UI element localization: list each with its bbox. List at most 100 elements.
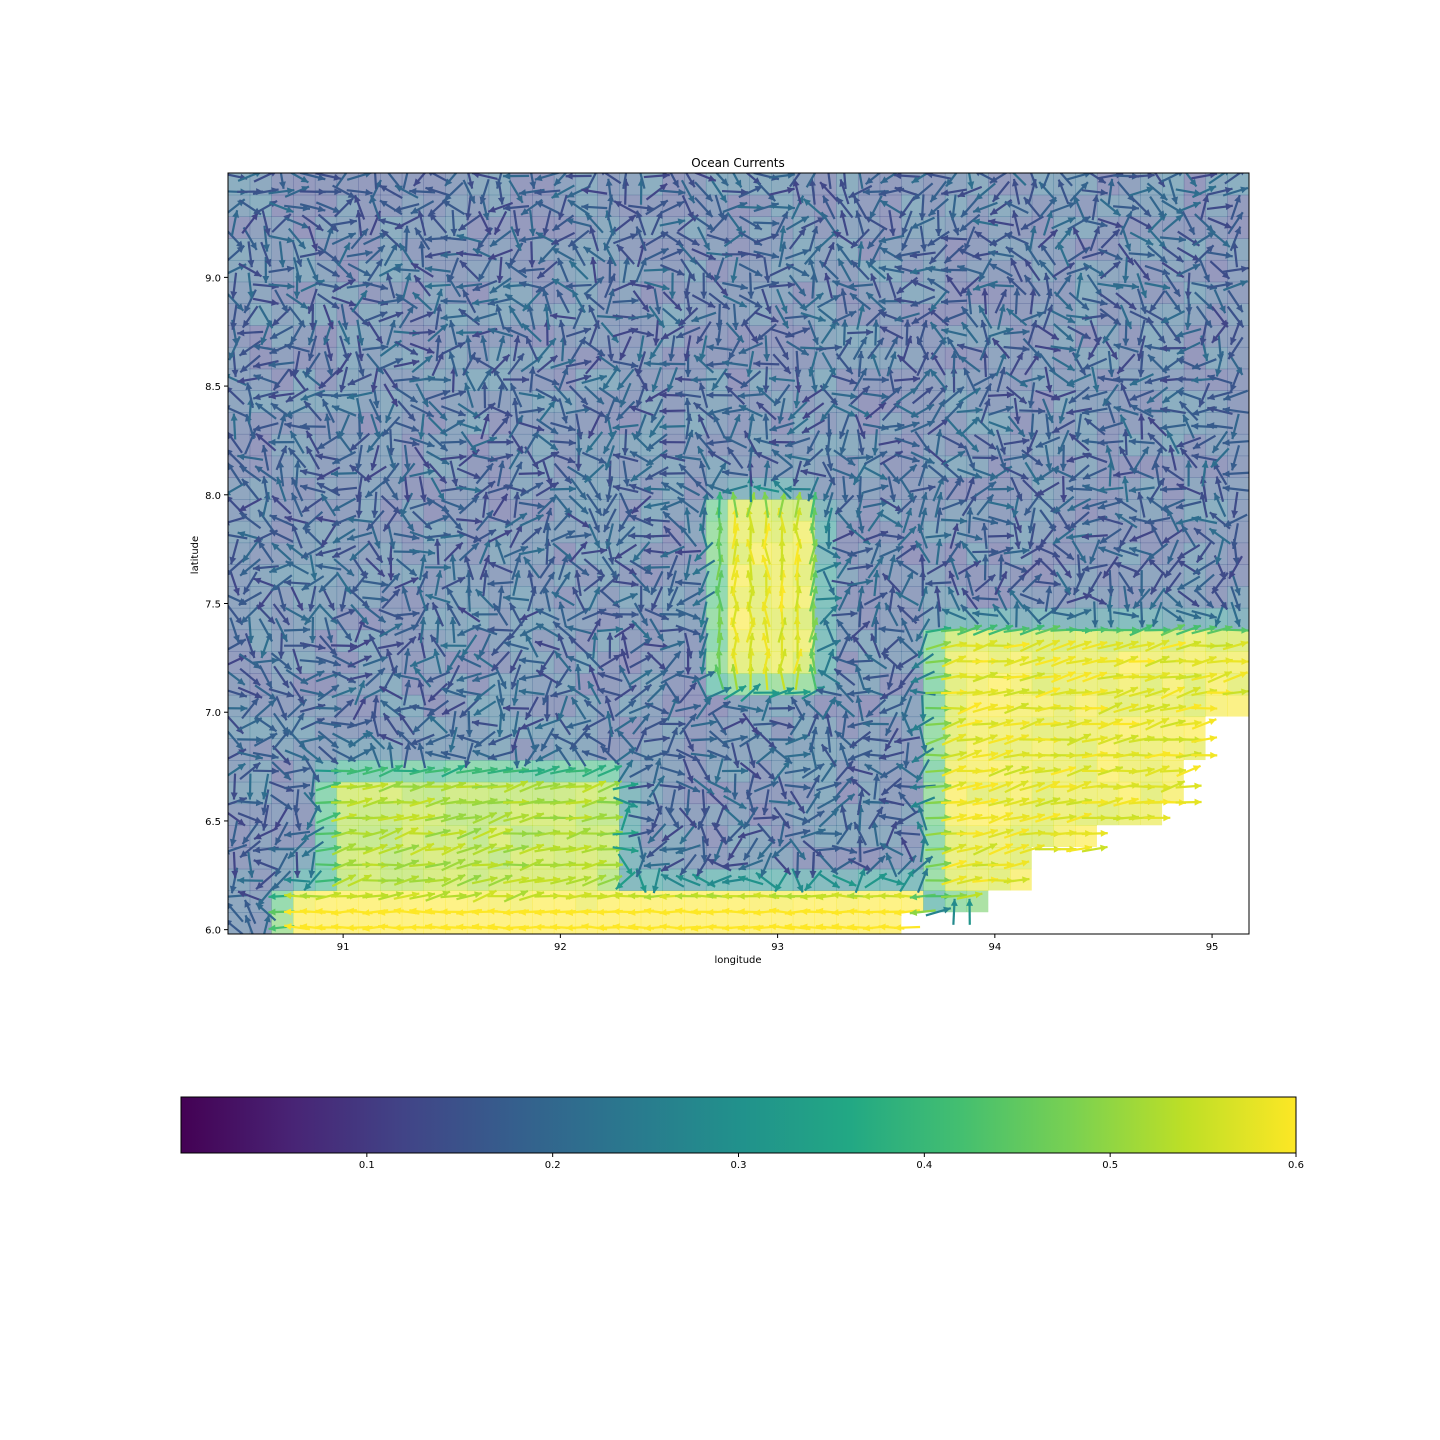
speed-cell	[705, 325, 729, 348]
current-arrow	[261, 773, 270, 800]
x-tick-label: 95	[1206, 942, 1219, 953]
speed-cell	[1118, 325, 1141, 348]
speed-cell	[1183, 216, 1207, 239]
speed-cell	[597, 520, 620, 544]
current-arrow	[331, 296, 357, 307]
current-arrow	[322, 304, 334, 330]
current-arrow	[370, 413, 381, 440]
current-arrow	[253, 173, 276, 183]
current-arrow	[261, 476, 269, 503]
speed-cell	[445, 433, 468, 457]
current-arrow	[300, 389, 326, 401]
land-cell	[901, 912, 924, 934]
current-arrow	[337, 320, 351, 345]
current-arrow	[299, 484, 326, 494]
speed-cell	[966, 433, 989, 457]
speed-cell	[879, 629, 902, 652]
speed-cell	[510, 847, 533, 870]
current-arrow	[253, 827, 279, 841]
current-arrow	[350, 227, 369, 250]
current-arrow	[318, 573, 339, 593]
land-cell	[1205, 847, 1228, 870]
current-arrow	[346, 718, 373, 729]
speed-cell	[532, 825, 555, 848]
y-tick-label: 6.0	[205, 926, 221, 937]
speed-cell	[488, 912, 511, 934]
speed-cell	[1249, 216, 1271, 238]
speed-cell	[597, 477, 620, 500]
speed-cell	[532, 760, 555, 783]
current-arrow	[274, 289, 289, 314]
current-arrow	[367, 540, 384, 564]
speed-cell	[705, 520, 729, 544]
speed-cell	[228, 694, 251, 718]
current-arrow	[228, 689, 248, 698]
land-cell	[1162, 912, 1185, 934]
speed-cell	[510, 912, 533, 934]
speed-cell	[684, 868, 707, 892]
speed-cell	[1053, 325, 1076, 348]
speed-cell	[532, 173, 555, 174]
speed-cell	[1010, 760, 1033, 783]
speed-cell	[684, 303, 707, 326]
speed-cell	[792, 173, 816, 196]
speed-cell	[1162, 520, 1185, 544]
land-cell	[1183, 847, 1207, 870]
speed-cell	[445, 173, 468, 174]
current-arrow	[363, 465, 387, 482]
speed-cell	[401, 825, 425, 848]
current-arrow	[287, 839, 307, 860]
y-tick-label: 7.0	[205, 708, 221, 719]
current-arrow	[242, 571, 258, 595]
current-arrow	[324, 617, 334, 643]
current-arrow	[237, 812, 263, 824]
current-arrow	[335, 618, 353, 642]
speed-cell	[380, 390, 403, 413]
current-arrow	[253, 374, 279, 385]
current-arrow	[230, 413, 238, 440]
speed-cell	[1075, 303, 1098, 326]
current-arrow	[334, 197, 354, 218]
speed-cell	[445, 912, 468, 934]
current-arrow	[368, 633, 383, 658]
land-cell	[1053, 912, 1076, 934]
speed-cell	[1249, 369, 1271, 391]
current-arrow	[239, 354, 261, 374]
current-arrow	[346, 249, 373, 258]
speed-cell	[879, 912, 902, 934]
current-arrow	[230, 272, 238, 299]
land-cell	[966, 912, 989, 934]
current-arrow	[331, 232, 357, 246]
speed-cell	[619, 564, 642, 587]
current-arrow	[237, 799, 264, 807]
speed-cell	[1053, 564, 1076, 587]
speed-cell	[814, 542, 837, 565]
x-tick-label: 91	[337, 942, 350, 953]
speed-cell	[1140, 564, 1163, 587]
speed-cell	[488, 542, 511, 565]
speed-cell	[1031, 694, 1054, 718]
current-arrow	[340, 303, 349, 330]
speed-cell	[271, 173, 294, 174]
current-arrow	[362, 595, 389, 603]
land-cell	[1010, 912, 1033, 934]
current-arrow	[370, 444, 380, 471]
speed-cell	[792, 912, 816, 934]
current-arrow	[284, 766, 311, 775]
current-arrow	[237, 890, 263, 902]
land-cell	[1205, 803, 1228, 826]
current-arrow	[237, 876, 264, 884]
speed-cell	[532, 259, 555, 283]
speed-cell	[771, 455, 794, 478]
speed-cell	[923, 259, 946, 283]
current-arrow	[285, 293, 309, 310]
speed-cell	[1140, 803, 1163, 826]
land-cell	[1096, 825, 1120, 848]
speed-cell	[423, 912, 446, 934]
current-arrow	[241, 305, 259, 329]
speed-cell	[619, 173, 642, 196]
colorbar-tick-label: 0.4	[916, 1160, 932, 1171]
current-arrow	[349, 432, 371, 452]
speed-cell	[597, 825, 620, 848]
speed-cell	[445, 890, 468, 913]
